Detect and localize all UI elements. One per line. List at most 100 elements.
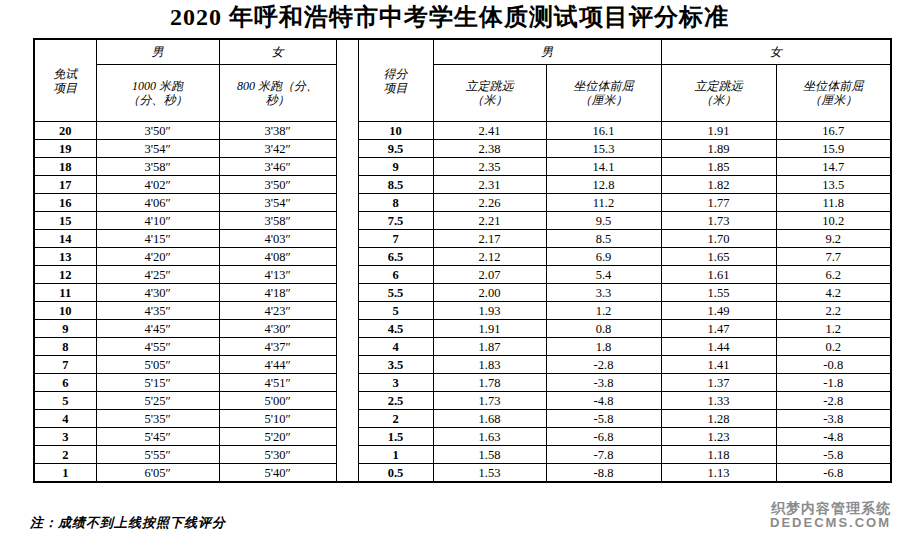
female-sit-reach-cell: -4.8 <box>776 428 891 446</box>
table-row: 104'35″4'23″51.931.21.492.2 <box>34 302 891 320</box>
male-sit-reach-cell: 1.2 <box>546 302 661 320</box>
exempt-score-cell: 13 <box>34 248 96 266</box>
male-sit-reach-cell: 6.9 <box>546 248 661 266</box>
male-1000m-cell: 3'54″ <box>96 140 219 158</box>
score-cell: 2 <box>358 410 433 428</box>
female-800m-cell: 4'30″ <box>219 320 336 338</box>
female-sit-reach-cell: -1.8 <box>776 374 891 392</box>
male-long-jump-cell: 1.63 <box>433 428 546 446</box>
exempt-score-cell: 9 <box>34 320 96 338</box>
female-800m-cell: 4'13″ <box>219 266 336 284</box>
male-1000m-cell: 5'55″ <box>96 446 219 464</box>
female-800m-cell: 4'23″ <box>219 302 336 320</box>
exempt-score-cell: 5 <box>34 392 96 410</box>
male-1000m-cell: 4'06″ <box>96 194 219 212</box>
female-800m-cell: 5'40″ <box>219 464 336 483</box>
male-sit-reach-cell: 14.1 <box>546 158 661 176</box>
exempt-items-header: 免试 项目 <box>34 39 96 122</box>
male-sit-reach-cell: -4.8 <box>546 392 661 410</box>
table-row: 154'10″3'58″7.52.219.51.7310.2 <box>34 212 891 230</box>
male-1000m-cell: 3'58″ <box>96 158 219 176</box>
male-sit-reach-cell: 5.4 <box>546 266 661 284</box>
female-sit-reach-cell: 0.2 <box>776 338 891 356</box>
table-row: 124'25″4'13″62.075.41.616.2 <box>34 266 891 284</box>
exempt-score-cell: 7 <box>34 356 96 374</box>
female-800m-cell: 3'38″ <box>219 122 336 140</box>
female-long-jump-cell: 1.49 <box>661 302 776 320</box>
score-cell: 8.5 <box>358 176 433 194</box>
male-long-jump-cell: 2.17 <box>433 230 546 248</box>
male-sit-reach-cell: 12.8 <box>546 176 661 194</box>
female-long-jump-cell: 1.13 <box>661 464 776 483</box>
male-long-jump-cell: 1.58 <box>433 446 546 464</box>
female-800m-cell: 3'50″ <box>219 176 336 194</box>
score-cell: 6 <box>358 266 433 284</box>
male-long-jump-cell: 1.68 <box>433 410 546 428</box>
female-long-jump-cell: 1.91 <box>661 122 776 140</box>
table-row: 94'45″4'30″4.51.910.81.471.2 <box>34 320 891 338</box>
exempt-score-cell: 19 <box>34 140 96 158</box>
female-800m-cell: 3'54″ <box>219 194 336 212</box>
female-long-jump-cell: 1.73 <box>661 212 776 230</box>
female-800m-cell: 4'18″ <box>219 284 336 302</box>
exempt-score-cell: 16 <box>34 194 96 212</box>
female-sit-reach-cell: -2.8 <box>776 392 891 410</box>
male-long-jump-cell: 2.00 <box>433 284 546 302</box>
female-800m-header: 800 米跑（分、 秒） <box>219 65 336 122</box>
score-items-header: 得分 项目 <box>358 39 433 122</box>
table-row: 174'02″3'50″8.52.3112.81.8213.5 <box>34 176 891 194</box>
male-sit-reach-cell: 8.5 <box>546 230 661 248</box>
male-1000m-cell: 4'45″ <box>96 320 219 338</box>
male-1000m-cell: 4'15″ <box>96 230 219 248</box>
table-row: 25'55″5'30″11.58-7.81.18-5.8 <box>34 446 891 464</box>
male-long-jump-cell: 2.12 <box>433 248 546 266</box>
female-long-jump-header: 立定跳远 （米） <box>661 65 776 122</box>
female-long-jump-cell: 1.28 <box>661 410 776 428</box>
score-cell: 9.5 <box>358 140 433 158</box>
score-cell: 3 <box>358 374 433 392</box>
male-long-jump-cell: 2.07 <box>433 266 546 284</box>
male-long-jump-cell: 2.21 <box>433 212 546 230</box>
male-sit-reach-cell: 16.1 <box>546 122 661 140</box>
exempt-score-cell: 8 <box>34 338 96 356</box>
watermark-line1: 织梦内容管理系统 <box>770 501 891 516</box>
female-sit-reach-cell: 1.2 <box>776 320 891 338</box>
score-cell: 4 <box>358 338 433 356</box>
male-1000m-cell: 4'30″ <box>96 284 219 302</box>
female-long-jump-cell: 1.37 <box>661 374 776 392</box>
male-1000m-cell: 3'50″ <box>96 122 219 140</box>
exempt-score-cell: 11 <box>34 284 96 302</box>
male-1000m-cell: 5'25″ <box>96 392 219 410</box>
male-long-jump-cell: 1.73 <box>433 392 546 410</box>
female-long-jump-cell: 1.55 <box>661 284 776 302</box>
table-row: 75'05″4'44″3.51.83-2.81.41-0.8 <box>34 356 891 374</box>
female-sit-reach-cell: 7.7 <box>776 248 891 266</box>
table-row: 84'55″4'37″41.871.81.440.2 <box>34 338 891 356</box>
female-800m-cell: 4'51″ <box>219 374 336 392</box>
male-sit-reach-cell: -5.8 <box>546 410 661 428</box>
table-row: 45'35″5'10″21.68-5.81.28-3.8 <box>34 410 891 428</box>
male-sit-reach-cell: 3.3 <box>546 284 661 302</box>
female-sit-reach-cell: 4.2 <box>776 284 891 302</box>
female-sit-reach-cell: 13.5 <box>776 176 891 194</box>
page-title: 2020 年呼和浩特市中考学生体质测试项目评分标准 <box>0 2 899 32</box>
male-1000m-cell: 4'25″ <box>96 266 219 284</box>
header-row-events: 1000 米跑 （分、秒） 800 米跑（分、 秒） 立定跳远 （米） 坐位体前… <box>34 65 891 122</box>
male-sit-reach-cell: -6.8 <box>546 428 661 446</box>
male-1000m-cell: 4'55″ <box>96 338 219 356</box>
male-sit-reach-cell: -3.8 <box>546 374 661 392</box>
female-800m-cell: 4'08″ <box>219 248 336 266</box>
female-800m-cell: 3'42″ <box>219 140 336 158</box>
score-cell: 7.5 <box>358 212 433 230</box>
footnote: 注：成绩不到上线按照下线评分 <box>30 514 226 532</box>
female-800m-cell: 5'10″ <box>219 410 336 428</box>
male-long-jump-cell: 2.35 <box>433 158 546 176</box>
score-cell: 1 <box>358 446 433 464</box>
female-long-jump-cell: 1.61 <box>661 266 776 284</box>
exempt-score-cell: 3 <box>34 428 96 446</box>
male-1000m-cell: 5'35″ <box>96 410 219 428</box>
female-sit-reach-cell: 15.9 <box>776 140 891 158</box>
male-long-jump-cell: 2.26 <box>433 194 546 212</box>
exempt-score-cell: 18 <box>34 158 96 176</box>
male-long-jump-cell: 1.53 <box>433 464 546 483</box>
